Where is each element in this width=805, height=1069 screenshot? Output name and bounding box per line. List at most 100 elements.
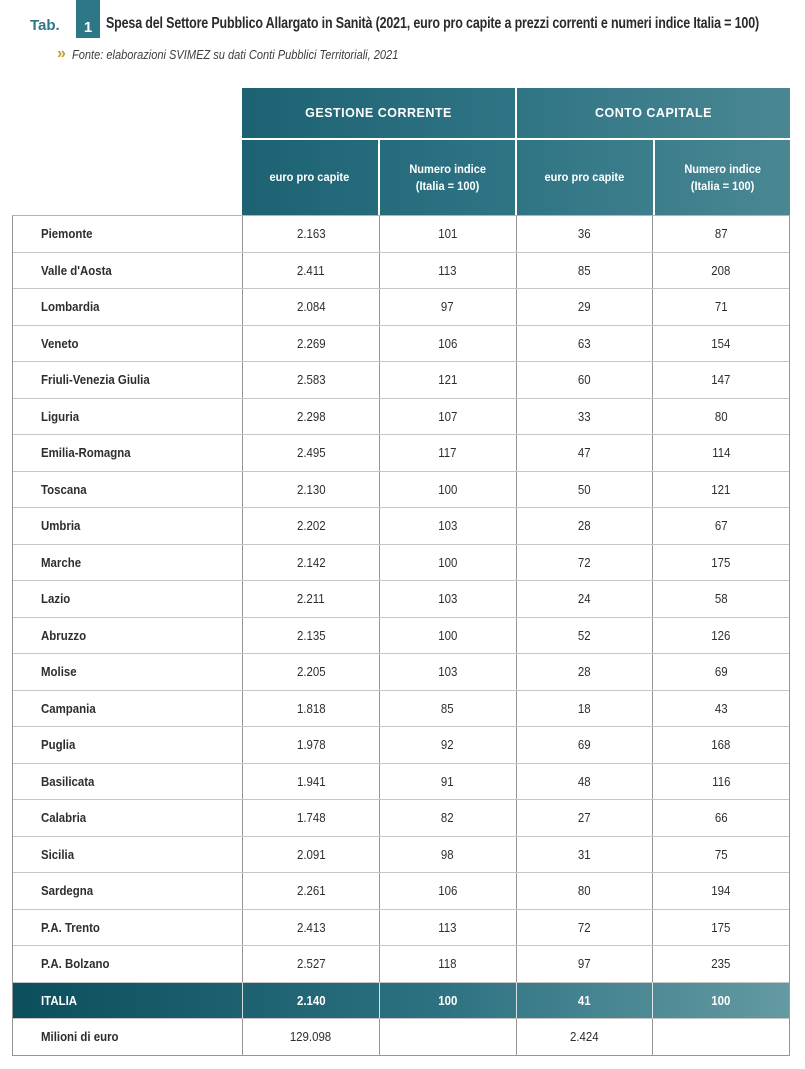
- value-cell-3-text: 75: [714, 846, 728, 862]
- value-cell-3-text: 43: [714, 700, 728, 716]
- value-cell-1: 91: [380, 763, 517, 799]
- value-cell-2-text: 47: [578, 445, 591, 461]
- value-cell-1: 106: [380, 325, 517, 361]
- value-cell-2-text: 69: [578, 737, 591, 753]
- value-cell-2-text: 28: [578, 664, 591, 680]
- value-cell-3: 175: [653, 910, 789, 946]
- value-cell-3-text: 126: [711, 627, 731, 643]
- value-cell-1: 92: [380, 727, 517, 763]
- row-label: Marche: [13, 544, 243, 580]
- column-header-text: (Italia = 100): [690, 178, 755, 193]
- table-row: Marche 2.142 100 72 175: [13, 544, 789, 581]
- row-label-text: Campania: [41, 700, 96, 716]
- table-row: Lazio 2.211 103 24 58: [13, 581, 789, 618]
- value-cell-1-text: 91: [441, 773, 454, 789]
- value-cell-0-text: 1.941: [296, 773, 326, 789]
- value-cell-3: 43: [653, 691, 789, 727]
- row-label-text: Basilicata: [41, 773, 95, 789]
- table-number-badge: 1: [76, 0, 100, 38]
- table-row: Abruzzo 2.135 100 52 126: [13, 617, 789, 654]
- value-cell-0: 2.205: [243, 654, 380, 690]
- value-cell-1-text: 113: [438, 262, 457, 278]
- row-label: P.A. Bolzano: [13, 946, 243, 982]
- value-cell-0-text: 2.583: [296, 372, 326, 388]
- value-cell-1: 100: [380, 544, 517, 580]
- table-row: Lombardia 2.084 97 29 71: [13, 289, 789, 326]
- value-cell-3-text: 175: [711, 919, 731, 935]
- value-cell-0-text: 129.098: [290, 1029, 332, 1045]
- column-group-gestione-corrente: GESTIONE CORRENTE: [305, 106, 452, 120]
- value-cell-3: 154: [653, 326, 789, 362]
- table-row-italia: ITALIA 2.140 100 41 100: [13, 982, 789, 1019]
- value-cell-2-text: 72: [578, 919, 591, 935]
- value-cell-3: 58: [653, 581, 789, 617]
- value-cell-1-text: 92: [441, 737, 454, 753]
- value-cell-1-text: 97: [441, 299, 454, 315]
- row-label: Abruzzo: [13, 617, 243, 653]
- value-cell-2: 50: [517, 471, 654, 507]
- value-cell-0: 1.818: [243, 690, 380, 726]
- table-row: Valle d'Aosta 2.411 113 85 208: [13, 252, 789, 289]
- table-row: Umbria 2.202 103 28 67: [13, 508, 789, 545]
- value-cell-2: 85: [517, 252, 654, 288]
- row-label: Liguria: [13, 398, 243, 434]
- value-cell-3-text: 147: [711, 372, 731, 388]
- value-cell-3: 100: [653, 983, 789, 1019]
- value-cell-1-text: 103: [438, 591, 458, 607]
- value-cell-2-text: 72: [578, 554, 591, 570]
- value-cell-2: 33: [517, 398, 654, 434]
- value-cell-2-text: 27: [578, 810, 591, 826]
- row-label-text: Marche: [41, 554, 82, 570]
- value-cell-1-text: 106: [438, 335, 458, 351]
- row-label-text: Sicilia: [41, 846, 75, 862]
- source-text: Fonte: elaborazioni SVIMEZ su dati Conti…: [71, 46, 399, 62]
- value-cell-2-text: 2.424: [570, 1029, 599, 1045]
- value-cell-3: 235: [653, 946, 789, 982]
- value-cell-2-text: 31: [578, 846, 591, 862]
- row-label-text: Piemonte: [41, 226, 93, 242]
- row-label-text: Molise: [41, 664, 77, 680]
- value-cell-3: 71: [653, 289, 789, 325]
- value-cell-3: 67: [653, 508, 789, 544]
- value-cell-2: 97: [517, 946, 654, 982]
- row-label-text: Umbria: [41, 518, 81, 534]
- row-label-text: Calabria: [41, 810, 87, 826]
- table-row: Friuli-Venezia Giulia 2.583 121 60 147: [13, 362, 789, 399]
- value-cell-2: 47: [517, 435, 654, 471]
- value-cell-3: 147: [653, 362, 789, 398]
- value-cell-0: 2.163: [243, 216, 380, 252]
- value-cell-2-text: 80: [578, 883, 591, 899]
- row-label-text: Toscana: [41, 481, 87, 497]
- value-cell-3-text: 100: [711, 992, 731, 1008]
- value-cell-1: 107: [380, 398, 517, 434]
- value-cell-1-text: 107: [438, 408, 458, 424]
- value-cell-0: 2.202: [243, 508, 380, 544]
- value-cell-1-text: 121: [438, 372, 458, 388]
- source-line: » Fonte: elaborazioni SVIMEZ su dati Con…: [57, 46, 456, 62]
- value-cell-0: 2.130: [243, 471, 380, 507]
- table-row: Campania 1.818 85 18 43: [13, 690, 789, 727]
- row-label-text: Puglia: [41, 737, 76, 753]
- value-cell-0-text: 1.748: [296, 810, 326, 826]
- column-header-euro-pro-capite-corrente: euro pro capite: [242, 140, 378, 215]
- value-cell-2-text: 28: [578, 518, 591, 534]
- column-header-text: (Italia = 100): [415, 178, 480, 193]
- value-cell-3-text: 66: [714, 810, 728, 826]
- value-cell-1-text: 100: [438, 627, 458, 643]
- value-cell-1: 106: [380, 873, 517, 909]
- value-cell-1-text: 82: [441, 810, 454, 826]
- value-cell-2: 69: [517, 727, 654, 763]
- value-cell-1-text: 118: [438, 956, 457, 972]
- value-cell-0: 1.941: [243, 763, 380, 799]
- value-cell-2: 29: [517, 289, 654, 325]
- row-label: Sardegna: [13, 873, 243, 909]
- row-label: ITALIA: [13, 982, 243, 1018]
- table-row: Liguria 2.298 107 33 80: [13, 398, 789, 435]
- row-label-text: ITALIA: [41, 992, 78, 1008]
- value-cell-2-text: 52: [578, 627, 591, 643]
- value-cell-0-text: 2.411: [296, 262, 325, 278]
- row-label-text: Emilia-Romagna: [41, 445, 131, 461]
- value-cell-1-text: 103: [438, 664, 458, 680]
- value-cell-3-text: 194: [711, 883, 731, 899]
- value-cell-2: 28: [517, 654, 654, 690]
